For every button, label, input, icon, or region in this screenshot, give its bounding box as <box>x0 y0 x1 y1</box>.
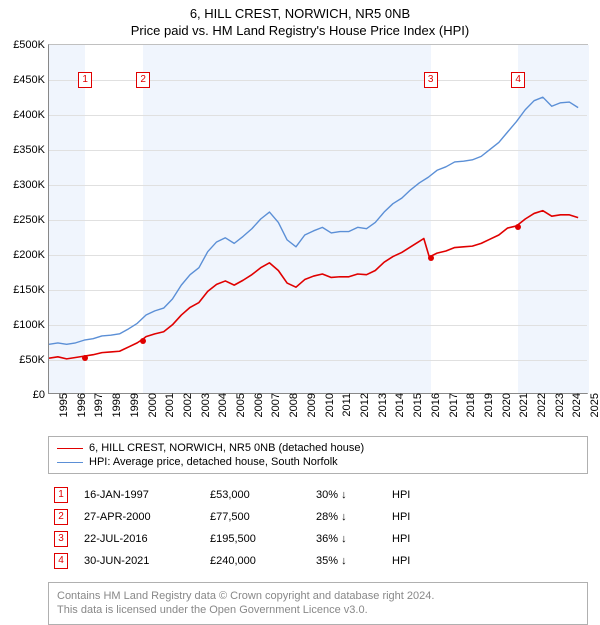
arrow-down-icon <box>341 555 347 567</box>
y-tick-label: £50K <box>19 354 49 366</box>
x-tick-label: 2022 <box>532 393 548 417</box>
sale-marker-label: 1 <box>78 72 92 88</box>
x-tick-label: 2003 <box>196 393 212 417</box>
sale-marker-box: 1 <box>54 487 68 503</box>
x-tick-label: 2010 <box>320 393 336 417</box>
legend-swatch <box>57 448 83 449</box>
sale-date: 16-JAN-1997 <box>84 489 194 501</box>
sale-date: 27-APR-2000 <box>84 511 194 523</box>
sale-marker-label: 3 <box>424 72 438 88</box>
x-tick-label: 1997 <box>89 393 105 417</box>
sale-marker-dot <box>82 355 88 361</box>
x-tick-label: 2023 <box>550 393 566 417</box>
x-tick-label: 2005 <box>231 393 247 417</box>
series-hpi <box>49 97 578 344</box>
sale-marker-label: 2 <box>136 72 150 88</box>
y-tick-label: £300K <box>13 179 49 191</box>
sale-marker-box: 4 <box>54 553 68 569</box>
legend-item: HPI: Average price, detached house, Sout… <box>57 455 579 469</box>
sale-marker-dot <box>140 338 146 344</box>
y-tick-label: £400K <box>13 109 49 121</box>
sale-row: 1 16-JAN-1997 £53,000 30% HPI <box>48 484 588 506</box>
legend-swatch <box>57 462 83 463</box>
attribution-line-2: This data is licensed under the Open Gov… <box>57 603 579 617</box>
sale-price: £195,500 <box>210 533 300 545</box>
chart-svg <box>49 45 587 393</box>
x-tick-label: 2004 <box>213 393 229 417</box>
arrow-down-icon <box>341 511 347 523</box>
legend-label: HPI: Average price, detached house, Sout… <box>89 456 338 468</box>
x-tick-label: 2021 <box>514 393 530 417</box>
x-tick-label: 1998 <box>107 393 123 417</box>
sale-marker-dot <box>515 224 521 230</box>
x-tick-label: 2009 <box>302 393 318 417</box>
legend-item: 6, HILL CREST, NORWICH, NR5 0NB (detache… <box>57 441 579 455</box>
x-tick-label: 2020 <box>497 393 513 417</box>
sale-row: 2 27-APR-2000 £77,500 28% HPI <box>48 506 588 528</box>
x-tick-label: 2006 <box>249 393 265 417</box>
sale-percent: 35% <box>316 555 376 567</box>
sale-hpi-label: HPI <box>392 511 588 523</box>
x-tick-label: 2007 <box>266 393 282 417</box>
arrow-down-icon <box>341 533 347 545</box>
y-tick-label: £350K <box>13 144 49 156</box>
arrow-down-icon <box>341 489 347 501</box>
x-tick-label: 2014 <box>390 393 406 417</box>
sale-hpi-label: HPI <box>392 555 588 567</box>
sale-percent: 28% <box>316 511 376 523</box>
x-tick-label: 2013 <box>373 393 389 417</box>
x-tick-label: 1999 <box>125 393 141 417</box>
x-tick-label: 2025 <box>585 393 600 417</box>
y-tick-label: £250K <box>13 214 49 226</box>
chart-legend: 6, HILL CREST, NORWICH, NR5 0NB (detache… <box>48 436 588 474</box>
sale-percent: 30% <box>316 489 376 501</box>
x-tick-label: 2019 <box>479 393 495 417</box>
sale-percent: 36% <box>316 533 376 545</box>
sales-table: 1 16-JAN-1997 £53,000 30% HPI 2 27-APR-2000 £7… <box>48 484 588 572</box>
sale-marker-dot <box>428 255 434 261</box>
sale-marker-label: 4 <box>511 72 525 88</box>
sale-marker-box: 2 <box>54 509 68 525</box>
x-tick-label: 1996 <box>72 393 88 417</box>
sale-price: £53,000 <box>210 489 300 501</box>
sale-hpi-label: HPI <box>392 533 588 545</box>
x-tick-label: 2002 <box>178 393 194 417</box>
attribution-line-1: Contains HM Land Registry data © Crown c… <box>57 589 579 603</box>
sale-row: 3 22-JUL-2016 £195,500 36% HPI <box>48 528 588 550</box>
sale-hpi-label: HPI <box>392 489 588 501</box>
x-tick-label: 2008 <box>284 393 300 417</box>
chart-container: 6, HILL CREST, NORWICH, NR5 0NB Price pa… <box>0 0 600 620</box>
x-tick-label: 2018 <box>461 393 477 417</box>
sale-price: £240,000 <box>210 555 300 567</box>
y-tick-label: £200K <box>13 249 49 261</box>
x-tick-label: 1995 <box>54 393 70 417</box>
y-tick-label: £100K <box>13 319 49 331</box>
legend-label: 6, HILL CREST, NORWICH, NR5 0NB (detache… <box>89 442 364 454</box>
x-tick-label: 2012 <box>355 393 371 417</box>
y-tick-label: £450K <box>13 74 49 86</box>
x-tick-label: 2016 <box>426 393 442 417</box>
sale-price: £77,500 <box>210 511 300 523</box>
chart-plot-area: £0£50K£100K£150K£200K£250K£300K£350K£400… <box>48 44 588 394</box>
chart-subtitle: Price paid vs. HM Land Registry's House … <box>0 21 600 44</box>
chart-title: 6, HILL CREST, NORWICH, NR5 0NB <box>0 0 600 21</box>
sale-marker-box: 3 <box>54 531 68 547</box>
x-tick-label: 2015 <box>408 393 424 417</box>
sale-row: 4 30-JUN-2021 £240,000 35% HPI <box>48 550 588 572</box>
y-tick-label: £500K <box>13 39 49 51</box>
attribution-box: Contains HM Land Registry data © Crown c… <box>48 582 588 625</box>
x-tick-label: 2001 <box>160 393 176 417</box>
x-tick-label: 2000 <box>143 393 159 417</box>
x-tick-label: 2017 <box>444 393 460 417</box>
x-tick-label: 2011 <box>337 393 353 417</box>
y-tick-label: £150K <box>13 284 49 296</box>
x-tick-label: 2024 <box>567 393 583 417</box>
series-price_paid <box>49 211 578 359</box>
y-tick-label: £0 <box>33 389 49 401</box>
sale-date: 30-JUN-2021 <box>84 555 194 567</box>
sale-date: 22-JUL-2016 <box>84 533 194 545</box>
